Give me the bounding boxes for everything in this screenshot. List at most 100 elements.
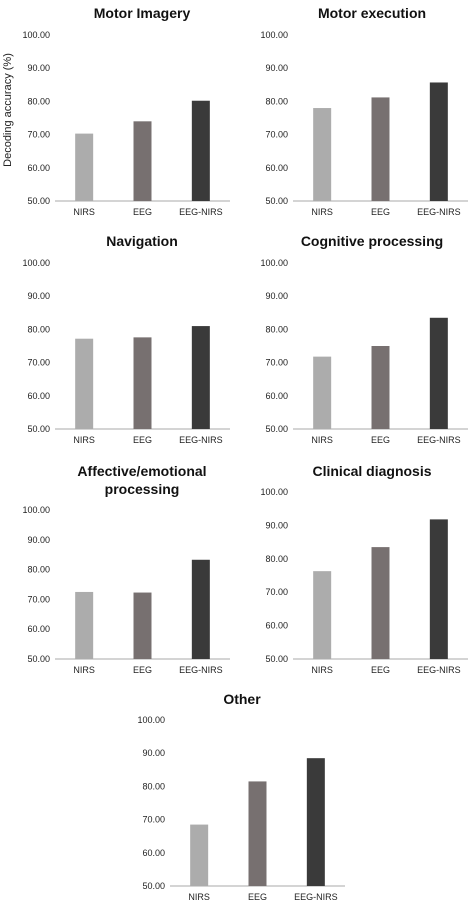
y-tick-label: 60.00	[27, 624, 50, 634]
bar-nirs	[75, 133, 94, 201]
y-tick-label: 50.00	[265, 424, 288, 434]
bar-nirs	[313, 108, 332, 201]
y-tick-label: 60.00	[265, 391, 288, 401]
bar-nirs	[75, 338, 94, 429]
y-tick-label: 50.00	[27, 654, 50, 664]
y-tick-label: 90.00	[27, 535, 50, 545]
y-tick-label: 100.00	[260, 487, 288, 497]
y-tick-label: 80.00	[265, 96, 288, 106]
y-tick-label: 50.00	[265, 196, 288, 206]
y-tick-label: 60.00	[27, 163, 50, 173]
chart-title: Affective/emotional processing	[77, 463, 206, 497]
y-tick-label: 90.00	[142, 748, 165, 758]
y-tick-label: 70.00	[265, 358, 288, 368]
x-tick-label: NIRS	[311, 207, 333, 217]
x-tick-label: NIRS	[73, 665, 95, 675]
y-axis-label: Decoding accuracy (%)	[2, 53, 14, 167]
bar-eeg-nirs	[429, 519, 448, 659]
y-tick-label: 80.00	[265, 554, 288, 564]
y-tick-label: 90.00	[27, 291, 50, 301]
bar-nirs	[190, 824, 209, 886]
bar-eeg-nirs	[191, 326, 210, 429]
x-tick-label: EEG	[133, 665, 152, 675]
chart-title: Motor execution	[318, 5, 426, 21]
y-tick-label: 50.00	[27, 196, 50, 206]
x-tick-label: NIRS	[311, 435, 333, 445]
chart-panel-other: Other 50.00 60.00 70.00 80.00 90.00 100.00 NIRS…	[137, 691, 345, 902]
y-tick-label: 90.00	[265, 291, 288, 301]
bar-eeg-nirs	[429, 82, 448, 201]
y-tick-label: 60.00	[265, 621, 288, 631]
y-tick-label: 100.00	[22, 258, 50, 268]
bar-eeg-nirs	[429, 317, 448, 429]
y-tick-label: 70.00	[27, 594, 50, 604]
x-tick-label: EEG-NIRS	[179, 207, 223, 217]
chart-panel-navigation: Navigation 50.00 60.00 70.00 80.00 90.00 100.0…	[22, 233, 230, 445]
chart-title: Cognitive processing	[301, 233, 443, 249]
y-tick-label: 60.00	[27, 391, 50, 401]
y-tick-label: 80.00	[27, 565, 50, 575]
y-tick-label: 80.00	[265, 324, 288, 334]
x-tick-label: EEG-NIRS	[179, 435, 223, 445]
bar-eeg	[133, 121, 152, 201]
y-tick-label: 80.00	[27, 96, 50, 106]
y-tick-label: 50.00	[27, 424, 50, 434]
bar-eeg	[133, 337, 152, 429]
y-tick-label: 80.00	[142, 781, 165, 791]
x-tick-label: EEG	[371, 435, 390, 445]
chart-title: Motor Imagery	[94, 5, 191, 21]
bar-nirs	[313, 571, 332, 659]
y-tick-label: 100.00	[137, 715, 165, 725]
y-tick-label: 50.00	[142, 881, 165, 891]
chart-title: Other	[223, 691, 261, 707]
chart-panel-cognitive-processing: Cognitive processing 50.00 60.00 70.00 80.00…	[260, 233, 468, 445]
chart-panel-motor-imagery: Motor Imagery 50.00 60.00 70.00 80.00 90.00 10…	[22, 5, 230, 217]
y-tick-label: 70.00	[27, 358, 50, 368]
y-tick-label: 70.00	[27, 130, 50, 140]
x-tick-label: NIRS	[73, 207, 95, 217]
bar-eeg	[248, 781, 267, 886]
bar-nirs	[75, 591, 94, 659]
chart-title: Navigation	[106, 233, 178, 249]
x-tick-label: EEG	[133, 207, 152, 217]
bar-eeg	[371, 547, 390, 659]
x-tick-label: EEG-NIRS	[294, 892, 338, 902]
y-tick-label: 60.00	[265, 163, 288, 173]
x-tick-label: EEG-NIRS	[179, 665, 223, 675]
x-tick-label: EEG-NIRS	[417, 435, 461, 445]
y-tick-label: 100.00	[260, 258, 288, 268]
x-tick-label: NIRS	[73, 435, 95, 445]
bar-eeg-nirs	[191, 100, 210, 201]
chart-panel-affective-emotional-processing: Affective/emotional processing 50.00 60.00 7…	[22, 463, 230, 675]
y-tick-label: 90.00	[27, 63, 50, 73]
x-tick-label: EEG-NIRS	[417, 207, 461, 217]
y-tick-label: 80.00	[27, 324, 50, 334]
y-tick-label: 70.00	[265, 587, 288, 597]
x-tick-label: NIRS	[311, 665, 333, 675]
bar-eeg	[371, 97, 390, 201]
y-tick-label: 100.00	[22, 505, 50, 515]
y-tick-label: 90.00	[265, 63, 288, 73]
y-tick-label: 60.00	[142, 848, 165, 858]
x-tick-label: NIRS	[188, 892, 210, 902]
bar-eeg	[371, 346, 390, 429]
y-tick-label: 100.00	[22, 30, 50, 40]
bar-eeg-nirs	[306, 758, 325, 886]
chart-title: Clinical diagnosis	[312, 463, 431, 479]
chart-panel-clinical-diagnosis: Clinical diagnosis 50.00 60.00 70.00 80.00 90…	[260, 463, 468, 675]
x-tick-label: EEG	[248, 892, 267, 902]
y-tick-label: 90.00	[265, 520, 288, 530]
bar-eeg	[133, 592, 152, 659]
y-tick-label: 70.00	[142, 815, 165, 825]
bar-eeg-nirs	[191, 559, 210, 659]
y-tick-label: 70.00	[265, 130, 288, 140]
x-tick-label: EEG	[371, 207, 390, 217]
x-tick-label: EEG	[133, 435, 152, 445]
y-tick-label: 100.00	[260, 30, 288, 40]
x-tick-label: EEG	[371, 665, 390, 675]
chart-panel-motor-execution: Motor execution 50.00 60.00 70.00 80.00 90.00…	[260, 5, 468, 217]
y-tick-label: 50.00	[265, 654, 288, 664]
x-tick-label: EEG-NIRS	[417, 665, 461, 675]
bar-nirs	[313, 356, 332, 429]
